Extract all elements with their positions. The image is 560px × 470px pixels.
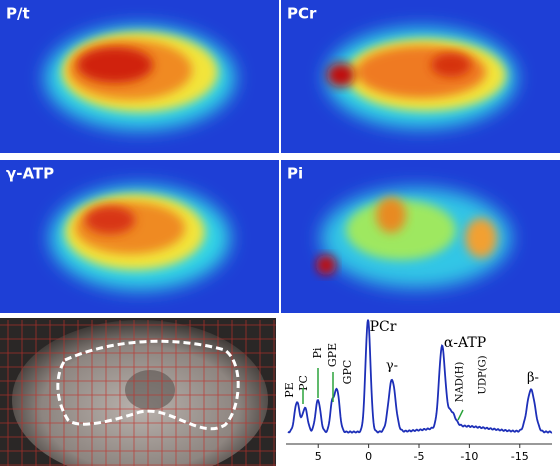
peak-label: γ-	[386, 359, 398, 374]
peak-label: PC	[297, 375, 310, 391]
spectrum-curve	[287, 319, 553, 434]
heatmap-blob	[316, 255, 336, 275]
heatmap-blob	[327, 63, 355, 87]
x-tick-label: 5	[315, 450, 322, 463]
panel-label: Pi	[287, 165, 303, 183]
peak-label: Pi	[311, 347, 324, 358]
heatmap-blob	[465, 218, 497, 258]
peak-label: β-	[527, 371, 539, 386]
peak-label: GPC	[341, 360, 354, 385]
panel-label: γ-ATP	[6, 165, 54, 183]
heatmap-panel: Pi	[281, 160, 560, 313]
heatmap-blob	[77, 47, 153, 83]
peak-label: UDP(G)	[478, 355, 489, 394]
panel-label: P/t	[6, 5, 30, 23]
peak-label: α-ATP	[444, 335, 486, 351]
x-tick-label: 0	[365, 450, 372, 463]
peak-pointer	[457, 409, 464, 421]
x-tick-label: -15	[511, 450, 529, 463]
heatmap-panel: PCr	[281, 0, 560, 153]
peak-label: NAD(H)	[455, 362, 466, 403]
heatmap-blob	[431, 53, 471, 77]
heatmap-blob	[85, 206, 135, 234]
peak-label: GPE	[326, 343, 339, 367]
x-tick-label: -10	[460, 450, 478, 463]
heatmap-blob	[376, 197, 406, 233]
heatmap-panel: P/t	[0, 0, 279, 153]
heatmap-blob	[346, 200, 456, 260]
x-tick-label: -5	[414, 450, 425, 463]
panel-label: PCr	[287, 5, 317, 23]
heatmap-panel: γ-ATP	[0, 160, 279, 313]
mri-panel	[0, 318, 276, 470]
peak-label: PE	[283, 382, 296, 397]
peak-label: PCr	[370, 319, 397, 335]
